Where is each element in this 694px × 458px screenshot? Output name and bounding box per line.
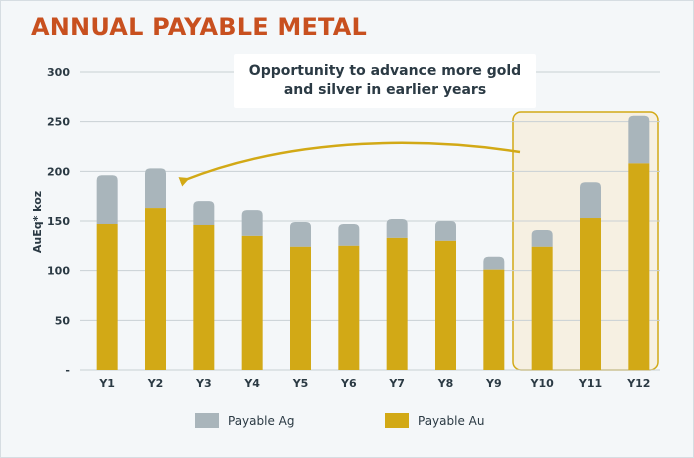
bar-ag-Y9	[483, 256, 505, 270]
x-tick-label: Y8	[437, 377, 454, 390]
x-tick-label: Y9	[485, 377, 502, 390]
x-tick-label: Y4	[243, 377, 260, 390]
bar-au-Y11	[580, 218, 601, 370]
bars	[96, 115, 650, 370]
bar-ag-Y6	[338, 223, 360, 246]
bar-ag-Y7	[386, 219, 408, 238]
legend-swatch-ag	[195, 413, 219, 428]
bar-au-Y7	[386, 237, 408, 370]
y-axis-ticks: - 50 100 150 200 250 300	[47, 66, 70, 377]
x-tick-label: Y12	[626, 377, 650, 390]
bar-au-Y3	[193, 224, 215, 370]
bar-au-Y9	[483, 269, 505, 370]
legend-label-au: Payable Au	[418, 413, 485, 428]
y-tick-label: 50	[55, 314, 71, 327]
x-tick-label: Y3	[195, 377, 212, 390]
x-tick-label: Y7	[388, 377, 405, 390]
callout-box: Opportunity to advance more gold and sil…	[234, 54, 536, 108]
bar-au-Y6	[338, 245, 360, 370]
x-tick-label: Y6	[340, 377, 357, 390]
y-tick-label: 250	[47, 116, 70, 129]
legend-swatch-au	[385, 413, 409, 428]
bar-ag-Y4	[241, 210, 263, 236]
bar-ag-Y8	[435, 221, 456, 241]
x-tick-label: Y1	[98, 377, 115, 390]
bar-ag-Y11	[580, 182, 601, 219]
y-tick-label: 150	[47, 215, 70, 228]
callout-text: Opportunity to advance more gold and sil…	[248, 63, 522, 98]
bar-au-Y2	[145, 208, 166, 370]
bar-ag-Y10	[531, 229, 553, 247]
bar-ag-Y2	[145, 168, 166, 209]
y-axis-label: AuEq* koz	[31, 191, 44, 253]
chart-title: ANNUAL PAYABLE METAL	[31, 13, 368, 41]
x-tick-label: Y10	[530, 377, 555, 390]
bar-au-Y12	[628, 163, 650, 370]
bar-au-Y10	[531, 246, 553, 370]
bar-ag-Y3	[193, 201, 215, 225]
y-tick-label: 200	[47, 165, 70, 178]
bar-au-Y5	[290, 246, 311, 370]
bar-ag-Y5	[290, 221, 311, 247]
grid-lines	[80, 71, 660, 371]
bar-au-Y1	[96, 223, 118, 370]
x-tick-label: Y11	[578, 377, 602, 390]
bar-au-Y4	[241, 235, 263, 370]
legend-label-ag: Payable Ag	[228, 413, 295, 428]
legend-item-ag: Payable Ag	[195, 413, 294, 428]
bar-ag-Y1	[96, 175, 118, 224]
arrow	[178, 141, 521, 187]
bar-ag-Y12	[628, 115, 650, 164]
legend-item-au: Payable Au	[385, 413, 484, 428]
x-tick-label: Y5	[292, 377, 309, 390]
y-tick-label: 100	[47, 265, 70, 278]
y-tick-label: 300	[47, 66, 70, 79]
x-tick-label: Y2	[147, 377, 164, 390]
x-axis-ticks: Y1 Y2 Y3 Y4 Y5 Y6 Y7 Y8 Y9 Y10 Y11 Y12	[98, 377, 650, 390]
bar-au-Y8	[435, 240, 456, 370]
y-tick-label: -	[65, 364, 70, 377]
